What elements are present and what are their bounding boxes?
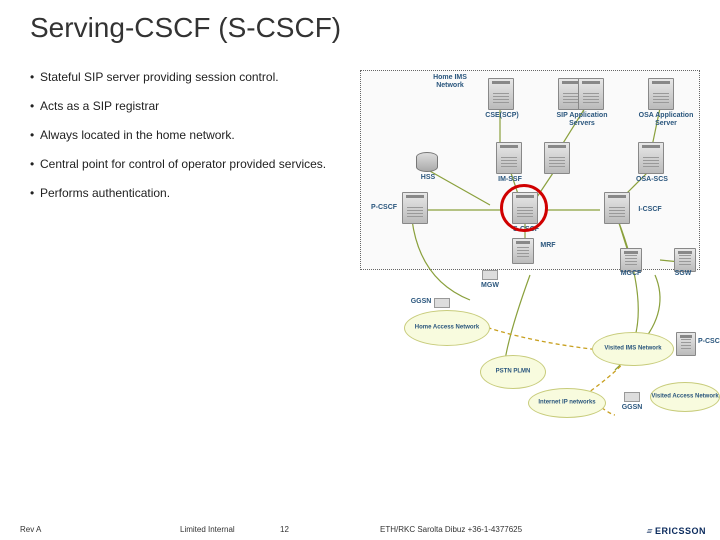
page-title: Serving-CSCF (S-CSCF) bbox=[0, 0, 720, 44]
server-icon bbox=[488, 78, 514, 110]
node-label-osa-as: OSA Application Server bbox=[636, 112, 696, 127]
footer: Rev A Limited Internal 12 ETH/RKC Sarolt… bbox=[0, 518, 720, 540]
server-icon bbox=[512, 238, 534, 264]
server-icon bbox=[496, 142, 522, 174]
server-icon bbox=[578, 78, 604, 110]
cloud-label: Visited IMS Network bbox=[593, 346, 673, 353]
gateway-icon bbox=[624, 392, 640, 402]
cloud-label: Internet IP networks bbox=[529, 400, 605, 407]
server-icon bbox=[676, 332, 696, 356]
node-label-mgw: MGW bbox=[474, 282, 506, 290]
footer-page: 12 bbox=[280, 525, 289, 534]
bullet-item: Always located in the home network. bbox=[30, 128, 360, 143]
node-label-mgcf: MGCF bbox=[614, 270, 648, 278]
server-icon bbox=[620, 248, 642, 272]
node-label-osa-scs: OSA-SCS bbox=[626, 176, 678, 184]
bullet-item: Central point for control of operator pr… bbox=[30, 157, 360, 172]
node-label-sip-as: SIP Application Servers bbox=[552, 112, 612, 127]
server-icon bbox=[402, 192, 428, 224]
cloud-home-access: Home Access Network bbox=[404, 310, 490, 346]
cloud-internet: Internet IP networks bbox=[528, 388, 606, 418]
server-icon bbox=[648, 78, 674, 110]
highlight-circle bbox=[500, 184, 548, 232]
footer-rev: Rev A bbox=[20, 525, 41, 534]
cloud-visited-access: Visited Access Network bbox=[650, 382, 720, 412]
network-diagram: Home IMS Network CSE(SCP) bbox=[360, 70, 710, 470]
bullet-item: Stateful SIP server providing session co… bbox=[30, 70, 360, 85]
node-label-pcscf: P-CSCF bbox=[366, 204, 402, 212]
server-icon bbox=[638, 142, 664, 174]
server-icon bbox=[604, 192, 630, 224]
gateway-icon bbox=[482, 270, 498, 280]
cloud-label: Home Access Network bbox=[405, 325, 489, 332]
bullet-item: Acts as a SIP registrar bbox=[30, 99, 360, 114]
cloud-label: PSTN PLMN bbox=[481, 369, 545, 376]
node-label-ggsn2: GGSN bbox=[618, 404, 646, 412]
bullet-item: Performs authentication. bbox=[30, 186, 360, 201]
footer-classification: Limited Internal bbox=[180, 525, 235, 534]
brand-logo: ERICSSON bbox=[647, 526, 706, 536]
database-icon bbox=[416, 152, 438, 172]
cloud-label: Visited Access Network bbox=[651, 394, 719, 401]
server-icon bbox=[674, 248, 696, 272]
cloud-visited-ims: Visited IMS Network bbox=[592, 332, 674, 366]
gateway-icon bbox=[434, 298, 450, 308]
node-label-hss: HSS bbox=[414, 174, 442, 182]
server-icon bbox=[544, 142, 570, 174]
node-label-pcscf2: P-CSCF bbox=[696, 338, 720, 346]
bullet-list: Stateful SIP server providing session co… bbox=[30, 70, 360, 215]
node-label-mrf: MRF bbox=[536, 242, 560, 250]
footer-credit: ETH/RKC Sarolta Dibuz +36-1-4377625 bbox=[380, 525, 522, 534]
node-label-icscf: I-CSCF bbox=[632, 206, 668, 214]
cloud-pstn: PSTN PLMN bbox=[480, 355, 546, 389]
node-label-ggsn: GGSN bbox=[408, 298, 434, 306]
home-ims-label: Home IMS Network bbox=[420, 74, 480, 89]
node-label-cse: CSE(SCP) bbox=[480, 112, 524, 120]
node-label-sgw: SGW bbox=[668, 270, 698, 278]
node-label-imssf: IM-SSF bbox=[488, 176, 532, 184]
